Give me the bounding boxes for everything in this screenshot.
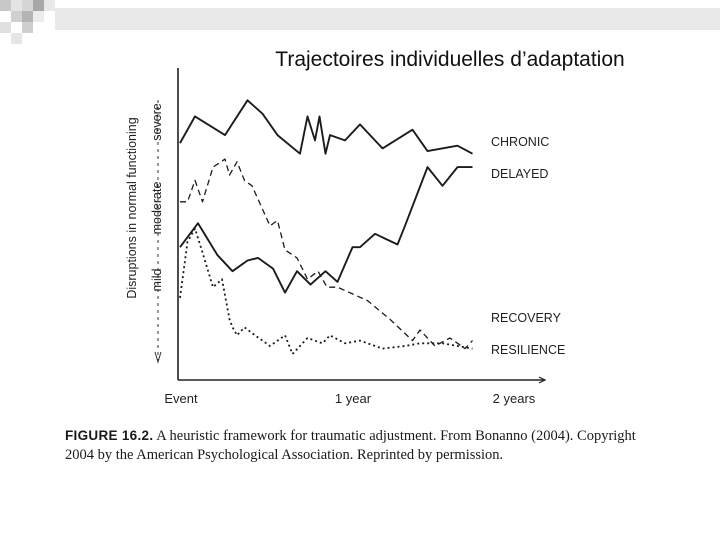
figure-caption-text: A heuristic framework for traumatic adju… bbox=[65, 428, 636, 463]
chart-series bbox=[179, 99, 473, 355]
y-axis-title: Disruptions in normal functioning bbox=[125, 117, 139, 298]
legend-label-chronic: CHRONIC bbox=[491, 135, 549, 149]
y-level-label-moderate: moderate bbox=[150, 182, 164, 235]
series-line-delayed bbox=[179, 166, 473, 294]
figure-caption: FIGURE 16.2. A heuristic framework for t… bbox=[65, 426, 665, 465]
severity-arrow-head bbox=[154, 351, 162, 364]
series-line-resilience bbox=[179, 227, 473, 355]
x-axis-arrow bbox=[538, 376, 547, 384]
series-line-chronic bbox=[179, 99, 473, 155]
figure-number: FIGURE 16.2. bbox=[65, 428, 154, 443]
legend-label-delayed: DELAYED bbox=[491, 167, 548, 181]
series-line-recovery bbox=[180, 158, 473, 350]
top-rule bbox=[55, 8, 720, 30]
trajectories-chart: Disruptions in normal functioning mild mod… bbox=[125, 68, 565, 406]
x-tick-label: Event bbox=[164, 391, 198, 406]
legend-label-recovery: RECOVERY bbox=[491, 311, 562, 325]
slide-title: Trajectoires individuelles d’adaptation bbox=[275, 48, 625, 71]
x-axis-labels: Event 1 year 2 years bbox=[164, 391, 535, 406]
legend-label-resilience: RESILIENCE bbox=[491, 343, 565, 357]
chart-axes bbox=[154, 68, 547, 384]
decorative-squares bbox=[0, 0, 60, 50]
y-level-label-severe: severe bbox=[150, 103, 164, 141]
x-tick-label: 2 years bbox=[493, 391, 536, 406]
x-tick-label: 1 year bbox=[335, 391, 372, 406]
chart-legend: CHRONIC DELAYED RECOVERY RESILIENCE bbox=[491, 135, 565, 357]
y-level-label-mild: mild bbox=[150, 268, 164, 291]
y-axis-labels: Disruptions in normal functioning mild mod… bbox=[125, 103, 164, 298]
